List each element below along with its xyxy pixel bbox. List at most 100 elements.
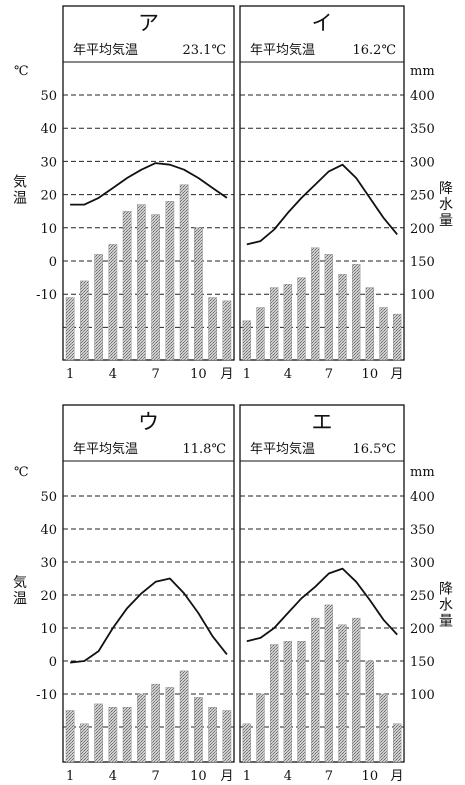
- annual-mean-value: 16.5℃: [353, 442, 397, 457]
- temp-tick-label: -10: [36, 288, 57, 303]
- precip-axis-title-char: 降: [439, 181, 453, 197]
- precip-bar-6: [137, 204, 146, 361]
- precip-tick-label: 250: [410, 589, 435, 604]
- temperature-line: [246, 163, 398, 246]
- precip-bar-10: [365, 287, 374, 361]
- x-tick-label: 1: [66, 367, 74, 382]
- temp-tick-label: 20: [40, 589, 57, 604]
- precip-bar-8: [165, 201, 175, 361]
- precip-tick-label: 350: [410, 122, 435, 137]
- x-axis-unit: 月: [220, 367, 233, 382]
- precip-tick-label: 100: [410, 288, 435, 303]
- precip-tick-label: 100: [410, 688, 435, 703]
- precip-bar-6: [311, 247, 320, 361]
- x-tick-label: 7: [151, 769, 159, 784]
- precip-bar-7: [151, 683, 160, 763]
- temperature-line: [70, 162, 228, 206]
- precip-bar-3: [94, 703, 103, 763]
- panel-frame: [62, 5, 235, 361]
- precip-bar-8: [338, 624, 347, 763]
- temperature-line: [246, 567, 398, 643]
- annual-mean-value: 16.2℃: [353, 43, 397, 58]
- precip-bar-1: [65, 710, 75, 763]
- temp-tick-label: 40: [40, 523, 57, 538]
- precip-bar-4: [283, 641, 292, 763]
- temp-tick-label: 30: [40, 155, 57, 170]
- precip-bar-3: [94, 254, 103, 361]
- precip-axis-title-char: 降: [439, 582, 453, 598]
- precip-bar-6: [311, 617, 320, 763]
- x-axis-unit: 月: [390, 769, 403, 784]
- x-tick-label: 7: [325, 769, 333, 784]
- temp-axis-title-char: 気: [13, 575, 27, 591]
- x-tick-label: 1: [243, 769, 251, 784]
- precip-bar-7: [324, 254, 333, 361]
- x-tick-label: 10: [362, 367, 379, 382]
- precip-bar-3: [270, 287, 279, 361]
- x-axis-unit: 月: [220, 769, 233, 784]
- precip-bar-9: [179, 670, 189, 763]
- x-tick-label: 1: [66, 769, 74, 784]
- panel-frame: [239, 5, 405, 361]
- x-tick-label: 4: [109, 769, 117, 784]
- x-axis-unit: 月: [390, 367, 403, 382]
- panel-title: ア: [138, 11, 159, 35]
- precip-tick-label: 200: [410, 622, 435, 637]
- precip-tick-label: 350: [410, 523, 435, 538]
- temp-axis-title-char: 温: [13, 591, 27, 607]
- precip-bar-2: [256, 307, 265, 361]
- precip-bar-12: [393, 313, 402, 361]
- precip-unit: mm: [410, 465, 435, 480]
- precip-tick-label: 300: [410, 556, 435, 571]
- panel-title: イ: [312, 11, 333, 35]
- precip-bar-12: [393, 723, 402, 763]
- panel-title: エ: [312, 410, 333, 434]
- precip-bar-10: [194, 227, 203, 361]
- precip-bar-12: [222, 300, 232, 361]
- panel-frame: [239, 404, 405, 763]
- precip-bar-10: [365, 660, 374, 763]
- precip-bar-1: [65, 297, 75, 361]
- precip-bar-5: [122, 707, 132, 763]
- precip-bar-1: [242, 320, 251, 361]
- x-tick-label: 7: [325, 367, 333, 382]
- precip-bar-4: [283, 284, 292, 361]
- annual-mean-label: 年平均気温: [73, 42, 138, 58]
- temp-tick-label: 10: [40, 222, 57, 237]
- x-tick-label: 10: [190, 769, 207, 784]
- precip-bar-12: [222, 710, 232, 763]
- precip-bar-11: [208, 707, 217, 763]
- precip-tick-label: 200: [410, 222, 435, 237]
- precip-bar-11: [379, 693, 388, 763]
- temp-tick-label: 40: [40, 122, 57, 137]
- panel-title: ウ: [138, 410, 159, 434]
- precip-bar-3: [270, 644, 279, 763]
- temp-axis-title-char: 気: [13, 175, 27, 191]
- precip-tick-label: 300: [410, 155, 435, 170]
- x-tick-label: 10: [362, 769, 379, 784]
- temp-unit: ℃: [14, 64, 29, 79]
- annual-mean-label: 年平均気温: [73, 441, 138, 457]
- temp-tick-label: 0: [49, 655, 57, 670]
- precip-bar-2: [256, 693, 265, 763]
- precip-bar-9: [179, 184, 189, 361]
- temperature-line: [69, 577, 228, 664]
- precip-bar-9: [352, 617, 361, 763]
- temp-tick-label: 50: [40, 89, 57, 104]
- precip-bar-4: [108, 707, 118, 763]
- temp-tick-label: 30: [40, 556, 57, 571]
- temp-tick-label: -10: [36, 688, 57, 703]
- precip-tick-label: 250: [410, 189, 435, 204]
- precip-bar-8: [338, 274, 347, 361]
- precip-bar-4: [108, 244, 118, 361]
- precip-bar-7: [151, 214, 160, 361]
- precip-bar-2: [80, 280, 89, 361]
- precip-bar-2: [80, 723, 89, 763]
- x-tick-label: 7: [151, 367, 159, 382]
- temp-tick-label: 50: [40, 490, 57, 505]
- precip-bar-8: [165, 687, 175, 763]
